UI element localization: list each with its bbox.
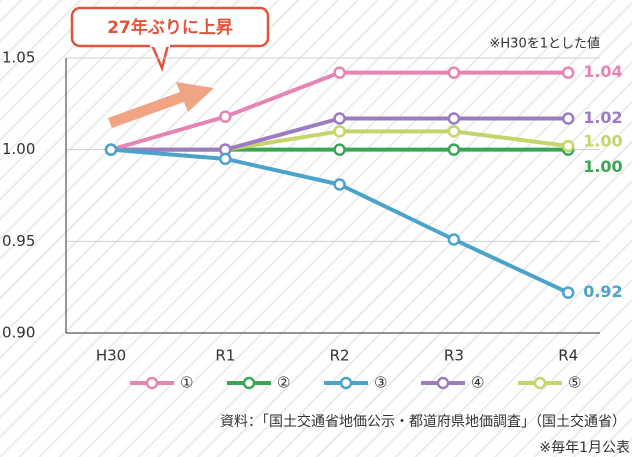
value-label: 1.04 [583, 62, 622, 81]
subtitle: ※H30を1とした値 [490, 36, 600, 52]
point [447, 143, 461, 156]
note: ※毎年1月公表 [539, 440, 630, 456]
y-tick-label: 0.90 [2, 324, 35, 342]
x-tick-label: R3 [444, 347, 464, 365]
trend-arrow [108, 82, 214, 128]
point [447, 233, 461, 246]
value-label: 1.02 [583, 108, 622, 127]
x-tick-label: R4 [558, 347, 578, 365]
point [219, 110, 232, 123]
legend-marker [339, 376, 353, 390]
value-label: 0.92 [583, 282, 622, 301]
point [333, 112, 346, 125]
point [104, 143, 118, 156]
point [333, 143, 346, 156]
point [219, 152, 232, 166]
x-tick-label: R1 [215, 347, 235, 365]
legend-label: ④ [471, 374, 484, 392]
point [447, 66, 461, 79]
point [333, 125, 346, 138]
callout-tail-join [150, 40, 170, 47]
source: 資料：「国土交通省地価公示・都道府県地価調査」（国土交通省） [220, 413, 626, 430]
callout-text: 27年ぶりに上昇 [107, 17, 233, 38]
point [561, 66, 575, 79]
y-tick-label: 1.00 [2, 140, 35, 158]
legend-label: ③ [374, 374, 387, 392]
y-tick-label: 1.05 [2, 49, 35, 67]
legend-marker [242, 376, 256, 390]
point [561, 286, 575, 299]
y-tick-label: 0.95 [2, 232, 35, 250]
point [561, 139, 575, 153]
legend-marker [436, 376, 450, 390]
point [561, 112, 575, 125]
point [447, 112, 461, 125]
legend-marker [533, 376, 547, 390]
x-tick-label: R2 [330, 347, 350, 365]
value-label: 1.00 [583, 157, 622, 176]
x-tick-label: H30 [96, 347, 126, 365]
legend-label: ① [180, 374, 193, 392]
value-label: 1.00 [583, 132, 622, 151]
point [447, 125, 461, 138]
legend-label: ② [277, 374, 290, 392]
point [333, 178, 346, 191]
point [333, 66, 346, 79]
legend-label: ⑤ [568, 374, 581, 392]
legend-marker [145, 376, 159, 390]
